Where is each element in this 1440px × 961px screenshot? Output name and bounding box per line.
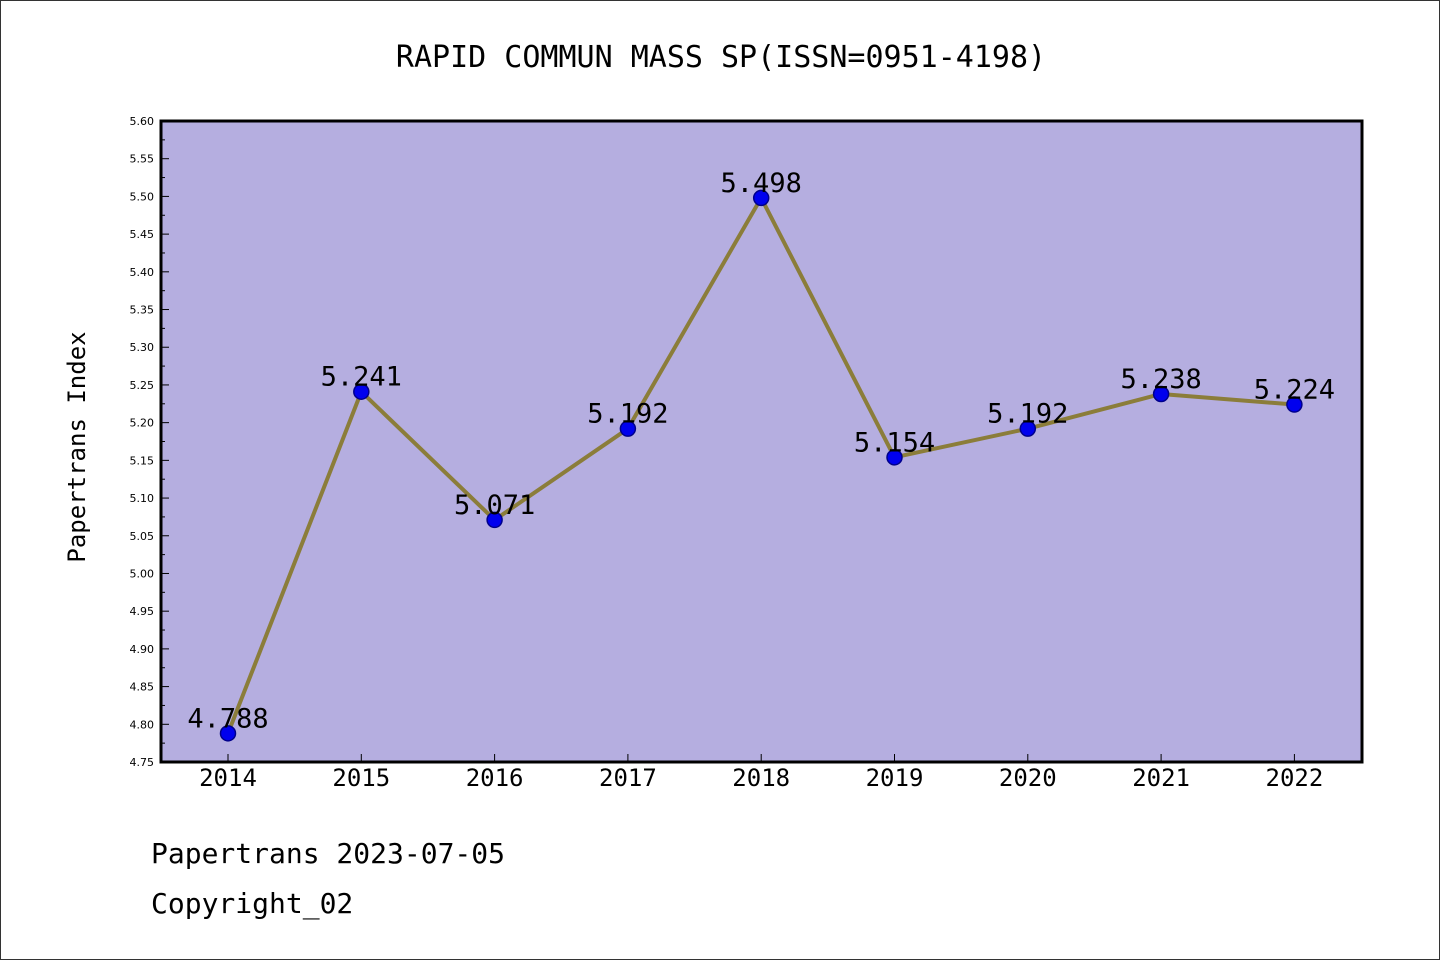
data-point — [219, 725, 237, 742]
y-tick-label: 4.75 — [130, 756, 155, 769]
data-point — [886, 449, 903, 466]
data-label: 4.788 — [187, 703, 268, 734]
data-point — [1286, 396, 1303, 413]
data-point — [752, 189, 770, 207]
data-label: 5.238 — [1120, 364, 1201, 395]
data-label: 5.154 — [854, 427, 935, 458]
y-tick-label: 5.00 — [130, 567, 155, 580]
x-tick-label: 2018 — [732, 764, 790, 792]
y-tick-label: 5.40 — [130, 266, 155, 279]
chart-title: RAPID COMMUN MASS SP(ISSN=0951-4198) — [396, 40, 1046, 75]
y-tick-label: 5.60 — [130, 115, 155, 128]
data-label: 5.192 — [587, 399, 668, 430]
footer-copyright: Copyright_02 — [151, 887, 354, 920]
y-tick-label: 4.80 — [130, 718, 155, 731]
data-point — [619, 420, 637, 437]
y-tick-label: 5.45 — [130, 228, 155, 241]
x-tick-label: 2022 — [1266, 764, 1324, 792]
y-tick-label: 5.05 — [130, 530, 155, 543]
y-tick-label: 5.55 — [130, 153, 155, 166]
data-label: 5.071 — [454, 490, 535, 521]
footer-date-line: Papertrans 2023-07-05 — [151, 837, 506, 870]
y-tick-label: 5.20 — [130, 417, 155, 430]
data-point — [1152, 385, 1170, 403]
y-tick-label: 4.85 — [130, 681, 155, 694]
y-tick-label: 5.15 — [130, 454, 155, 467]
y-tick-label: 5.50 — [130, 190, 155, 203]
series-layer: 4.788 5.241 5.071 5.192 5.498 5.154 5.192 5.238… — [187, 168, 1335, 742]
x-tick-label: 2015 — [332, 764, 390, 792]
data-point — [486, 511, 503, 529]
y-tick-label: 4.90 — [130, 643, 155, 656]
x-tick-label: 2014 — [199, 764, 257, 792]
x-tick-label: 2021 — [1132, 764, 1190, 792]
data-label: 5.498 — [721, 168, 802, 199]
y-tick-label: 4.95 — [130, 605, 155, 618]
y-axis-label: Papertrans Index — [63, 331, 91, 562]
x-tick-label: 2019 — [866, 764, 924, 792]
y-tick-label: 5.30 — [130, 341, 155, 354]
y-tick-label: 5.35 — [130, 304, 155, 317]
y-axis: 4.75 4.80 4.85 4.90 4.95 5.00 5.05 5.10 5.15 5.20… — [130, 115, 169, 769]
x-axis: 2014 2015 2016 2017 2018 2019 2020 2021 2022 — [199, 754, 1323, 792]
data-label: 5.241 — [321, 362, 402, 393]
data-label: 5.224 — [1254, 375, 1335, 406]
data-point — [1019, 420, 1037, 437]
data-point — [353, 383, 370, 400]
data-label: 5.192 — [987, 399, 1068, 430]
x-tick-label: 2016 — [466, 764, 524, 792]
plot-area — [159, 119, 1364, 764]
y-tick-label: 5.10 — [130, 492, 155, 505]
x-tick-label: 2020 — [999, 764, 1057, 792]
y-tick-label: 5.25 — [130, 379, 155, 392]
x-tick-label: 2017 — [599, 764, 657, 792]
